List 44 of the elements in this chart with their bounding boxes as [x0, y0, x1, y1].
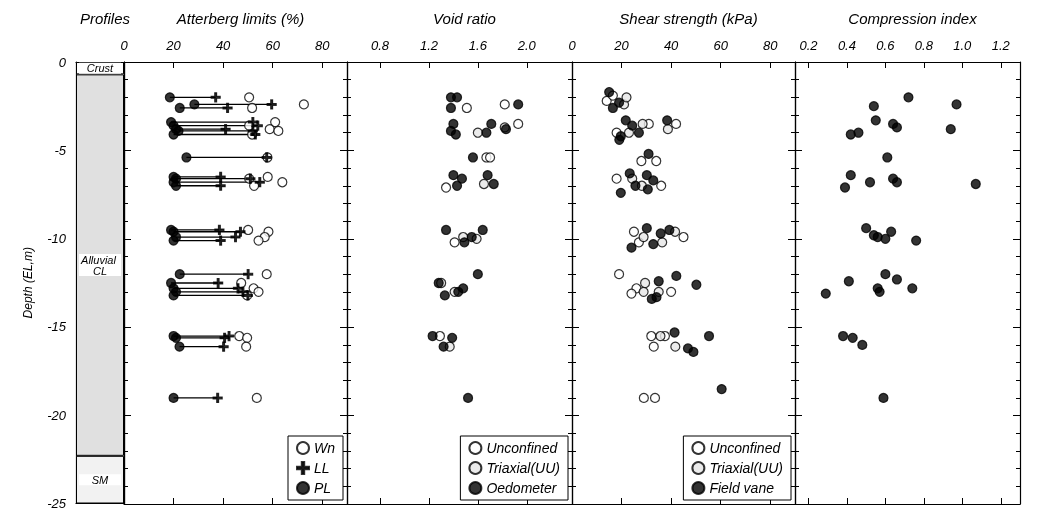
series-label: Alluvial CL: [80, 253, 119, 277]
legend-label: Triaxial(UU): [709, 460, 783, 476]
chart-title: Atterberg limits (%): [175, 10, 305, 27]
legend-label: Triaxial(UU): [486, 460, 560, 476]
x-tick-label: 80: [314, 38, 331, 53]
x-tick-label: 1.2: [991, 38, 1011, 53]
x-tick-label: 0: [120, 38, 129, 53]
chart-title: Void ratio: [433, 10, 496, 27]
x-tick-label: 60: [713, 38, 729, 53]
x-tick-label: 0.4: [837, 38, 856, 53]
y-tick-label: -15: [47, 319, 67, 335]
y-tick-label: 0: [58, 54, 67, 70]
x-tick-label: 1.2: [419, 38, 439, 53]
x-tick-label: 0.2: [799, 38, 819, 53]
y-tick-label: -25: [47, 496, 67, 510]
x-tick-label: 1.6: [468, 38, 488, 53]
x-tick-label: 0.6: [876, 38, 896, 53]
x-tick-label: 20: [613, 38, 630, 53]
x-tick-label: 0.8: [914, 38, 934, 53]
legend-label: Wn: [314, 440, 336, 456]
legend-label: LL: [314, 460, 330, 476]
x-tick-label: 2.0: [516, 38, 537, 53]
series-label: SM: [91, 473, 110, 486]
x-tick-label: 0.8: [370, 38, 390, 53]
x-tick-label: 40: [215, 38, 232, 53]
x-tick-label: 0: [568, 38, 577, 53]
series-label: Crust: [86, 62, 115, 75]
legend-label: PL: [314, 480, 332, 496]
legend-label: Unconfined: [486, 440, 559, 456]
y-tick-label: -20: [47, 407, 67, 423]
y-tick-label: -10: [47, 231, 67, 247]
x-tick-label: 60: [265, 38, 281, 53]
legend-label: Unconfined: [709, 440, 782, 456]
y-tick-label: -5: [54, 142, 67, 158]
x-tick-label: 20: [165, 38, 182, 53]
chart-title: Profiles: [79, 10, 131, 27]
legend-label: Oedometer: [486, 480, 558, 496]
chart-title: Shear strength (kPa): [619, 10, 758, 27]
legend-label: Field vane: [709, 480, 775, 496]
x-tick-label: 40: [663, 38, 680, 53]
y-axis-title: Depth (EL,m): [21, 247, 35, 319]
chart-title: Compression index: [848, 10, 978, 27]
x-tick-label: 1.0: [953, 38, 973, 53]
x-tick-label: 80: [762, 38, 779, 53]
